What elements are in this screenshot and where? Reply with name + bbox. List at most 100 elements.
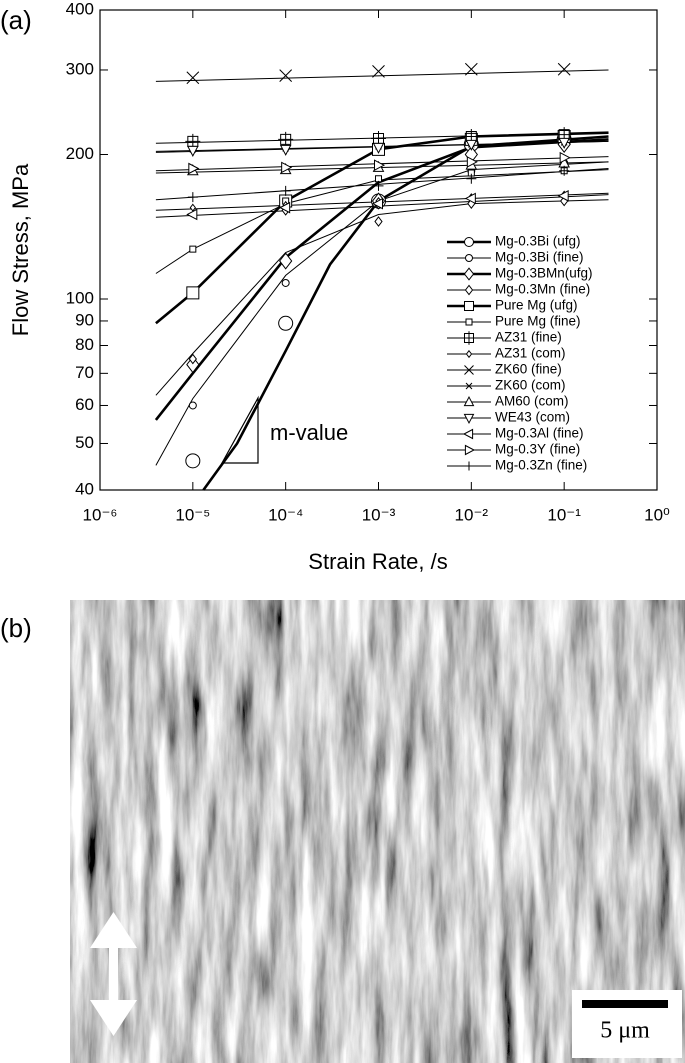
legend-marker bbox=[465, 349, 473, 359]
legend-label: Mg-0.3BMn(ufg) bbox=[495, 266, 593, 281]
sem-image bbox=[70, 600, 685, 1063]
marker bbox=[278, 315, 294, 331]
marker bbox=[465, 139, 478, 151]
y-tick-label: 400 bbox=[66, 0, 94, 18]
marker bbox=[374, 159, 386, 172]
legend-item: ZK60 (com) bbox=[447, 378, 566, 393]
series-line bbox=[155, 156, 609, 172]
legend-label: Mg-0.3Bi (fine) bbox=[495, 250, 584, 265]
marker bbox=[188, 401, 197, 410]
legend-item: Pure Mg (ufg) bbox=[447, 298, 578, 313]
marker bbox=[279, 252, 293, 270]
y-tick-label: 40 bbox=[75, 479, 94, 498]
marker bbox=[374, 216, 383, 227]
marker bbox=[186, 71, 200, 85]
marker bbox=[464, 192, 476, 205]
x-axis-label: Strain Rate, /s bbox=[308, 549, 447, 574]
legend-marker bbox=[465, 254, 473, 262]
marker bbox=[185, 453, 201, 469]
marker bbox=[375, 175, 382, 183]
direction-arrow bbox=[90, 912, 137, 1036]
marker bbox=[371, 197, 383, 210]
marker bbox=[558, 137, 570, 149]
legend-marker bbox=[464, 301, 474, 311]
marker bbox=[372, 65, 385, 78]
legend-marker bbox=[465, 318, 473, 326]
legend-marker bbox=[464, 365, 474, 375]
legend-marker bbox=[465, 382, 473, 390]
legend-label: WE43 (com) bbox=[495, 410, 570, 425]
marker bbox=[189, 203, 196, 212]
y-tick-label: 80 bbox=[75, 335, 94, 354]
legend-label: AZ31 (com) bbox=[495, 346, 566, 361]
marker bbox=[280, 185, 291, 196]
marker bbox=[187, 145, 199, 157]
marker bbox=[464, 62, 478, 76]
legend-item: Mg-0.3Al (fine) bbox=[447, 426, 584, 441]
marker bbox=[186, 355, 200, 374]
x-tick-label: 10⁻¹ bbox=[547, 505, 581, 524]
y-tick-label: 200 bbox=[66, 144, 94, 163]
x-tick-label: 10⁻⁵ bbox=[175, 505, 210, 524]
legend-label: Mg-0.3Al (fine) bbox=[495, 426, 584, 441]
y-tick-label: 100 bbox=[66, 288, 94, 307]
marker bbox=[557, 190, 569, 202]
marker bbox=[186, 286, 200, 300]
legend-item: Mg-0.3Zn (fine) bbox=[447, 458, 587, 473]
x-tick-label: 10⁻⁶ bbox=[83, 505, 118, 524]
legend-label: Pure Mg (fine) bbox=[495, 314, 581, 329]
series-line bbox=[154, 138, 609, 421]
legend-marker bbox=[464, 237, 474, 247]
legend-item: ZK60 (fine) bbox=[447, 362, 562, 377]
slope-triangle bbox=[220, 395, 259, 464]
legend-label: AM60 (com) bbox=[495, 394, 569, 409]
series-line bbox=[155, 168, 609, 201]
legend-item: Pure Mg (fine) bbox=[447, 314, 581, 329]
marker bbox=[278, 131, 294, 147]
y-axis-label: Flow Stress, MPa bbox=[8, 163, 33, 336]
y-tick-label: 90 bbox=[75, 310, 94, 329]
marker bbox=[557, 62, 571, 76]
legend-label: AZ31 (fine) bbox=[495, 330, 562, 345]
marker bbox=[188, 162, 200, 175]
legend-marker bbox=[463, 267, 475, 281]
marker bbox=[189, 245, 197, 253]
legend-label: Mg-0.3Zn (fine) bbox=[495, 458, 587, 473]
legend-label: Mg-0.3Y (fine) bbox=[495, 442, 580, 457]
legend-item: Mg-0.3Y (fine) bbox=[447, 442, 580, 457]
plot: 10⁻⁶ 10⁻⁵ 10⁻⁴ 10⁻³ 10⁻² 10⁻¹ 10⁰ 40 50 60 70 80 90 1… bbox=[66, 0, 670, 524]
x-tick-label: 10⁰ bbox=[644, 505, 670, 524]
legend-label: Mg-0.3Bi (ufg) bbox=[495, 234, 581, 249]
legend-item: Mg-0.3Mn (fine) bbox=[447, 282, 590, 297]
marker bbox=[466, 173, 477, 184]
marker bbox=[466, 156, 478, 168]
legend-marker bbox=[464, 284, 474, 296]
marker bbox=[281, 278, 290, 287]
marker bbox=[559, 165, 570, 176]
scale-bar bbox=[582, 1000, 668, 1008]
marker bbox=[188, 353, 197, 365]
legend-item: Mg-0.3Bi (fine) bbox=[447, 250, 584, 265]
marker bbox=[279, 201, 291, 214]
panel-label: (a) bbox=[0, 5, 32, 35]
scale-bar-label: 5 μm bbox=[600, 1018, 650, 1044]
series-line bbox=[155, 161, 609, 174]
marker bbox=[373, 180, 384, 191]
legend-item: Mg-0.3Bi (ufg) bbox=[447, 234, 581, 249]
legend-label: ZK60 (com) bbox=[495, 378, 566, 393]
series-line bbox=[155, 199, 609, 396]
y-tick-label: 50 bbox=[75, 433, 94, 452]
legend-item: Mg-0.3BMn(ufg) bbox=[447, 266, 593, 281]
legend-label: Pure Mg (ufg) bbox=[495, 298, 578, 313]
legend-marker bbox=[464, 444, 476, 456]
marker bbox=[467, 169, 475, 177]
marker bbox=[279, 144, 292, 156]
legend-marker bbox=[464, 461, 474, 471]
legend-item: WE43 (com) bbox=[447, 410, 570, 425]
legend-label: Mg-0.3Mn (fine) bbox=[495, 282, 590, 297]
series-line bbox=[155, 161, 609, 466]
x-tick-label: 10⁻² bbox=[455, 505, 489, 524]
marker bbox=[279, 69, 293, 82]
x-tick-label: 10⁻⁴ bbox=[268, 505, 303, 524]
